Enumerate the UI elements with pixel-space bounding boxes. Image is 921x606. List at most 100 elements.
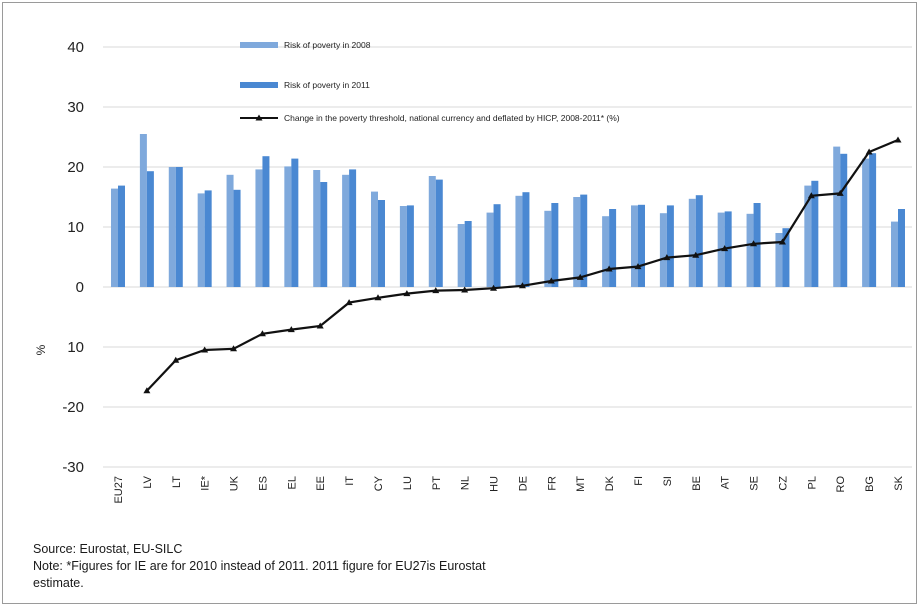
bar-2008-HU: [486, 212, 494, 287]
bar-2011-SI: [666, 205, 674, 287]
threshold-point-DK: [605, 265, 613, 272]
threshold-point-DE: [518, 282, 526, 289]
bar-2008-FR: [544, 210, 552, 287]
threshold-point-EL: [287, 326, 295, 333]
x-category-label: RO: [835, 476, 847, 493]
bar-2008-EL: [284, 166, 292, 287]
bar-2008-ES: [255, 169, 263, 287]
threshold-point-RO: [836, 189, 844, 196]
threshold-point-PT: [432, 287, 440, 294]
bar-2008-FI: [631, 205, 638, 287]
x-category-label: CZ: [777, 476, 789, 491]
y-axis-label: %: [34, 344, 48, 355]
bar-2008-EE: [313, 170, 321, 287]
threshold-point-BE: [692, 251, 700, 258]
footnote-continued: estimate.: [33, 576, 84, 590]
bar-2011-SK: [898, 209, 905, 287]
legend-marker: [255, 114, 263, 121]
threshold-point-ES: [258, 330, 266, 337]
x-category-label: NL: [460, 476, 472, 490]
bar-2008-DE: [515, 195, 523, 287]
bar-2011-EL: [291, 158, 299, 287]
bar-2008-LT: [168, 167, 176, 287]
chart-notes: Source: Eurostat, EU-SILC Note: *Figures…: [33, 541, 486, 592]
bar-2008-LV: [139, 134, 147, 287]
bar-2011-CZ: [782, 228, 790, 287]
threshold-point-NL: [461, 286, 469, 293]
threshold-point-HU: [490, 284, 498, 291]
bar-2011-BG: [869, 153, 877, 287]
y-tick-label: 20: [67, 159, 84, 176]
x-category-label: LT: [171, 476, 183, 488]
threshold-point-CY: [374, 294, 382, 301]
x-category-label: IE*: [200, 475, 212, 490]
x-category-label: UK: [229, 475, 241, 491]
bar-2008-CY: [371, 191, 378, 287]
legend-swatch-2008: [240, 42, 278, 48]
y-tick-label: 30: [67, 99, 84, 116]
x-category-label: MT: [575, 476, 587, 492]
bar-2011-MT: [580, 194, 588, 287]
bar-2008-NL: [457, 224, 465, 287]
threshold-point-LV: [143, 387, 151, 394]
x-category-label: DK: [604, 475, 616, 491]
bar-2008-CZ: [775, 233, 783, 287]
threshold-point-IE: [201, 346, 209, 353]
x-category-label: BG: [864, 476, 876, 492]
x-category-label: EE: [315, 476, 327, 491]
threshold-point-LT: [172, 356, 180, 363]
bar-2011-NL: [464, 221, 472, 287]
x-category-label: PT: [431, 476, 443, 490]
threshold-point-IT: [345, 299, 353, 306]
bar-2011-FI: [638, 204, 645, 287]
x-category-label: EU27: [113, 476, 125, 504]
legend-swatch-2011: [240, 82, 278, 88]
bar-2011-CY: [378, 200, 385, 287]
bar-2008-BG: [862, 158, 870, 287]
bar-2011-LU: [406, 205, 414, 287]
threshold-point-UK: [230, 345, 238, 352]
y-tick-label: -20: [62, 399, 84, 416]
x-category-label: EL: [286, 476, 298, 489]
x-category-label: SI: [662, 476, 674, 486]
bar-2011-PT: [435, 179, 443, 287]
threshold-point-LU: [403, 290, 411, 297]
bar-2011-PL: [811, 180, 819, 287]
bar-2008-UK: [226, 174, 234, 287]
x-category-label: FI: [633, 476, 645, 486]
bar-2011-EE: [320, 182, 328, 287]
bar-2008-IT: [342, 174, 350, 287]
y-tick-label: 40: [67, 39, 84, 56]
bar-2008-RO: [833, 146, 841, 287]
bar-2008-LU: [399, 206, 407, 287]
source-note: Source: Eurostat, EU-SILC: [33, 542, 183, 556]
bar-2011-ES: [262, 156, 270, 287]
legend-label: Risk of poverty in 2008: [284, 40, 371, 50]
x-category-label: BE: [691, 476, 703, 491]
bar-2011-SE: [753, 203, 761, 287]
bar-2008-MT: [573, 197, 581, 287]
threshold-point-BG: [865, 148, 873, 155]
bar-2011-BE: [695, 195, 703, 287]
x-category-label: FR: [546, 476, 558, 491]
bar-2011-DK: [609, 209, 617, 287]
threshold-point-CZ: [778, 238, 786, 245]
threshold-point-SE: [750, 240, 758, 247]
bar-2011-LV: [146, 171, 154, 287]
bar-2011-EU27: [118, 185, 125, 287]
y-tick-label: -30: [62, 459, 84, 476]
x-category-label: PL: [806, 476, 818, 489]
threshold-point-SI: [663, 254, 671, 261]
x-category-label: AT: [720, 476, 732, 490]
legend-label: Change in the poverty threshold, nationa…: [284, 113, 620, 123]
bar-2011-IT: [349, 169, 357, 287]
x-category-label: LU: [402, 476, 414, 490]
bar-2011-LT: [175, 167, 183, 287]
x-category-label: HU: [489, 476, 501, 492]
x-category-label: ES: [257, 476, 269, 491]
bar-2008-SK: [891, 221, 898, 287]
x-category-label: SE: [749, 476, 761, 491]
threshold-point-SK: [894, 136, 902, 143]
bar-2008-BE: [688, 198, 696, 287]
